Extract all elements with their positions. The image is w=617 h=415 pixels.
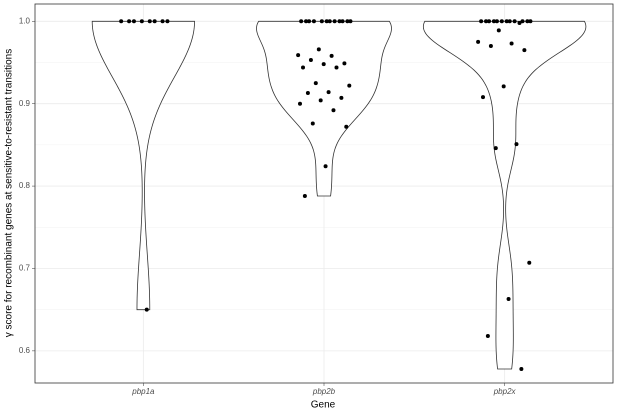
point — [119, 19, 124, 24]
violin — [91, 20, 195, 311]
point — [316, 47, 321, 52]
point — [165, 19, 170, 24]
y-tick-label: 0.7 — [19, 264, 31, 273]
point — [506, 296, 511, 301]
point — [479, 19, 484, 24]
point — [324, 19, 329, 24]
violin — [256, 20, 392, 197]
point — [313, 81, 318, 86]
panel-border — [34, 3, 614, 384]
point — [501, 84, 506, 89]
point — [332, 19, 337, 24]
y-tick-label: 0.8 — [19, 181, 31, 190]
point — [131, 19, 136, 24]
point — [310, 121, 315, 126]
point — [329, 53, 334, 58]
point — [488, 44, 493, 49]
point — [297, 101, 302, 106]
point — [496, 28, 501, 33]
y-tick-label: 0.9 — [19, 99, 31, 108]
point — [509, 41, 514, 46]
point — [504, 19, 509, 24]
x-axis-title: Gene — [311, 400, 336, 411]
point — [522, 48, 527, 53]
point — [514, 142, 519, 147]
point — [344, 124, 349, 129]
point — [484, 19, 489, 24]
point — [319, 19, 324, 24]
y-axis-title: γ score for recombinant genes at sensiti… — [4, 49, 15, 337]
y-tick-label: 0.6 — [19, 346, 31, 355]
point — [311, 19, 316, 24]
point — [512, 19, 517, 24]
point — [494, 19, 499, 24]
point — [347, 83, 352, 88]
point — [305, 90, 310, 95]
point — [334, 65, 339, 70]
point — [299, 19, 304, 24]
point — [301, 65, 306, 70]
point — [339, 95, 344, 100]
point — [348, 19, 353, 24]
x-tick-label: pbp2b — [312, 387, 336, 396]
point — [326, 90, 331, 95]
point — [499, 19, 504, 24]
point — [480, 95, 485, 100]
violin — [422, 20, 587, 370]
point — [476, 39, 481, 44]
point — [528, 19, 533, 24]
point — [302, 193, 307, 198]
point — [517, 20, 522, 25]
point — [493, 146, 498, 151]
point — [337, 19, 342, 24]
point — [519, 366, 524, 371]
point — [487, 19, 492, 24]
point — [527, 260, 532, 265]
point — [525, 19, 530, 24]
point — [160, 19, 165, 24]
point — [139, 19, 144, 24]
point — [152, 19, 157, 24]
point — [304, 19, 309, 24]
point — [321, 62, 326, 67]
point — [342, 61, 347, 66]
point — [318, 98, 323, 103]
point — [507, 19, 512, 24]
point — [485, 334, 490, 339]
point — [340, 19, 345, 24]
x-tick-label: pbp1a — [131, 387, 155, 396]
point — [520, 19, 525, 24]
x-tick-label: pbp2x — [493, 387, 517, 396]
point — [296, 53, 301, 58]
point — [327, 19, 332, 24]
point — [127, 19, 132, 24]
point — [323, 164, 328, 169]
point — [331, 108, 336, 113]
point — [144, 307, 149, 312]
y-tick-label: 1.0 — [19, 16, 31, 25]
point — [307, 19, 312, 24]
point — [491, 19, 496, 24]
point — [345, 19, 350, 24]
point — [308, 58, 313, 63]
point — [147, 19, 152, 24]
